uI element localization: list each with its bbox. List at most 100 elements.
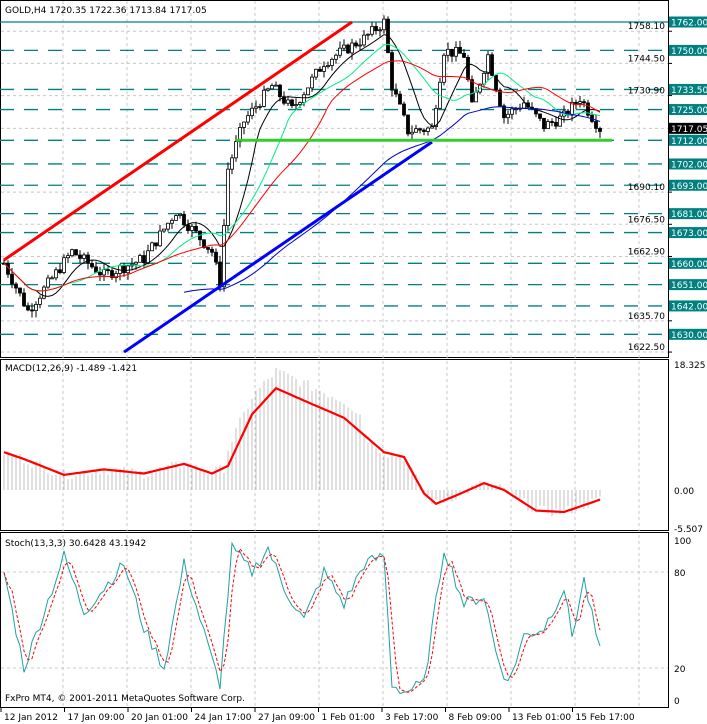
candle-body <box>362 34 366 46</box>
candle-body <box>394 89 398 95</box>
candle-body <box>510 108 514 115</box>
candle-body <box>550 121 554 123</box>
candle-body <box>254 106 258 109</box>
candle-body <box>110 270 114 278</box>
candle-body <box>462 52 466 58</box>
candle-body <box>62 257 66 274</box>
candle-body <box>26 305 30 311</box>
stoch-panel-frame <box>0 532 669 708</box>
candle-body <box>290 99 294 107</box>
candle-body <box>442 54 446 83</box>
candle-body <box>582 101 586 104</box>
candle-body <box>134 261 138 265</box>
candle-body <box>318 68 322 72</box>
candle-body <box>558 115 562 127</box>
level-label-box <box>669 104 707 116</box>
level-label-box <box>669 328 707 340</box>
price-tick-label: 1744.50 <box>628 54 665 64</box>
candle-body <box>338 47 342 56</box>
candle-body <box>158 230 162 247</box>
candle-body <box>498 89 502 107</box>
level-label-box <box>669 44 707 56</box>
candle-body <box>278 84 282 98</box>
macd-tick-label: 18.325 <box>674 361 706 371</box>
ma-long-line <box>183 106 601 293</box>
candle-body <box>98 271 102 276</box>
price-tick-label: 1690.10 <box>628 183 665 193</box>
candle-body <box>266 88 270 91</box>
candle-body <box>170 219 174 224</box>
level-label: 1673.00 <box>671 229 707 239</box>
candle-body <box>106 269 110 272</box>
level-label: 1642.00 <box>671 302 707 312</box>
stoch-tick-label: 20 <box>674 665 686 675</box>
candle-body <box>174 215 178 221</box>
level-label: 1750.00 <box>671 47 707 57</box>
time-tick-label: 1 Feb 01:00 <box>322 713 376 723</box>
candle-body <box>374 26 378 31</box>
candle-body <box>210 248 214 253</box>
candle-body <box>422 129 426 132</box>
candle-body <box>358 44 362 47</box>
chart-title: GOLD,H4 1720.35 1722.36 1713.84 1717.05 <box>5 6 207 16</box>
candle-body <box>70 249 74 257</box>
candle-body <box>458 46 462 54</box>
candle-body <box>574 101 578 104</box>
candle-body <box>430 126 434 129</box>
candle-body <box>226 168 230 226</box>
trendline-rising-resistance <box>3 20 353 262</box>
candle-body <box>122 265 126 274</box>
candle-body <box>190 225 194 231</box>
time-tick-label: 20 Jan 01:00 <box>131 713 188 723</box>
candle-body <box>10 273 14 285</box>
level-label-box <box>669 257 707 269</box>
candle-body <box>454 46 458 57</box>
candle-body <box>102 269 106 276</box>
candle-body <box>186 224 190 231</box>
time-tick-label: 15 Feb 17:00 <box>576 713 635 723</box>
candle-body <box>474 91 478 103</box>
level-label-box <box>669 134 707 146</box>
level-label-box <box>669 83 707 95</box>
candle-body <box>206 247 210 250</box>
candle-body <box>14 283 18 289</box>
candle-body <box>398 93 402 105</box>
candle-body <box>274 84 278 87</box>
level-label: 1681.00 <box>671 210 707 220</box>
macd-tick-label: 0.00 <box>674 487 694 497</box>
candle-body <box>38 297 42 305</box>
candle-body <box>482 72 486 85</box>
candle-body <box>298 102 302 106</box>
price-tick-label: 1730.90 <box>628 87 665 97</box>
candle-body <box>330 58 334 66</box>
candle-body <box>402 103 406 116</box>
candle-body <box>366 33 370 36</box>
candle-body <box>418 128 422 131</box>
candle-body <box>434 107 438 127</box>
candle-body <box>258 105 262 108</box>
stoch-title: Stoch(13,3,3) 30.6428 43.1942 <box>5 539 146 549</box>
candle-body <box>154 242 158 247</box>
stoch-tick-label: 0 <box>674 697 680 707</box>
candle-body <box>570 101 574 116</box>
candle-body <box>306 87 310 96</box>
candle-body <box>314 68 318 78</box>
candle-body <box>426 127 430 132</box>
candle-body <box>138 255 142 263</box>
candle-body <box>350 42 354 54</box>
price-tick-label: 1758.10 <box>628 22 665 32</box>
candle-body <box>250 107 254 117</box>
candle-body <box>522 102 526 109</box>
candle-body <box>378 29 382 32</box>
level-label-box <box>669 158 707 170</box>
candle-body <box>74 249 78 256</box>
candle-body <box>326 65 330 68</box>
stoch-main-line <box>3 541 601 695</box>
current-price-label: 1717.05 <box>671 125 707 135</box>
level-label-box <box>669 208 707 220</box>
candle-body <box>598 128 602 132</box>
candle-body <box>346 44 350 54</box>
level-label: 1712.00 <box>671 137 707 147</box>
candle-body <box>514 108 518 110</box>
